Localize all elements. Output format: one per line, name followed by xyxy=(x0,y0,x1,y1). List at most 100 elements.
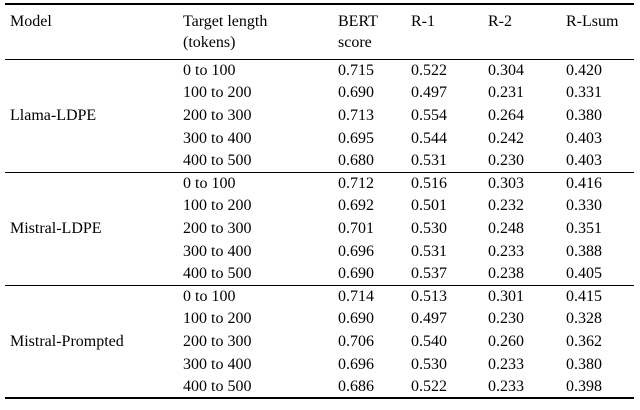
cell-range: 300 to 400 xyxy=(183,242,252,260)
cell-bert: 0.692 xyxy=(338,197,374,215)
model-label-mistral-prompted: Mistral-Prompted xyxy=(10,332,124,350)
cell-bert: 0.696 xyxy=(338,355,374,373)
cell-range: 200 to 300 xyxy=(183,219,252,237)
header-r1: R-1 xyxy=(411,4,488,60)
cell-rlsum: 0.351 xyxy=(566,219,602,237)
cell-range: 300 to 400 xyxy=(183,129,252,147)
cell-rlsum: 0.415 xyxy=(566,287,602,305)
cell-r1: 0.522 xyxy=(411,377,447,395)
cell-r1: 0.530 xyxy=(411,219,447,237)
cell-r2: 0.233 xyxy=(488,355,524,373)
cell-rlsum: 0.380 xyxy=(566,106,602,124)
cell-r1: 0.530 xyxy=(411,355,447,373)
table-row: Llama-LDPE 0 to 100 0.715 0.522 0.304 0.… xyxy=(5,60,634,124)
cell-rlsum: 0.398 xyxy=(566,377,602,395)
group-mistral-prompted: Mistral-Prompted 0 to 100 0.714 0.513 0.… xyxy=(5,285,634,398)
cell-range: 100 to 200 xyxy=(183,310,252,328)
cell-rlsum: 0.328 xyxy=(566,310,602,328)
cell-bert: 0.701 xyxy=(338,219,374,237)
table-row: 200 to 300 0.706 0.540 0.260 0.362 xyxy=(5,331,634,354)
table-row: Mistral-Prompted 0 to 100 0.714 0.513 0.… xyxy=(5,285,634,350)
cell-bert: 0.715 xyxy=(338,62,374,80)
cell-rlsum: 0.420 xyxy=(566,62,602,80)
cell-r2: 0.233 xyxy=(488,242,524,260)
cell-bert: 0.696 xyxy=(338,242,374,260)
cell-range: 200 to 300 xyxy=(183,332,252,350)
cell-r1: 0.522 xyxy=(411,62,447,80)
cell-r2: 0.301 xyxy=(488,287,524,305)
cell-r2: 0.230 xyxy=(488,151,524,169)
header-target-length-line2: (tokens) xyxy=(183,34,236,51)
cell-range: 100 to 200 xyxy=(183,197,252,215)
table-row: 200 to 300 0.701 0.530 0.248 0.351 xyxy=(5,218,634,241)
cell-rlsum: 0.416 xyxy=(566,175,602,193)
table-row: 400 to 500 0.690 0.537 0.238 0.405 xyxy=(5,263,634,286)
cell-r1: 0.516 xyxy=(411,175,447,193)
cell-r2: 0.233 xyxy=(488,377,524,395)
cell-rlsum: 0.403 xyxy=(566,129,602,147)
cell-r1: 0.513 xyxy=(411,287,447,305)
cell-range: 200 to 300 xyxy=(183,106,252,124)
cell-bert: 0.714 xyxy=(338,287,374,305)
cell-rlsum: 0.380 xyxy=(566,355,602,373)
table-row: 300 to 400 0.695 0.544 0.242 0.403 xyxy=(5,127,634,150)
cell-r1: 0.540 xyxy=(411,332,447,350)
cell-r2: 0.304 xyxy=(488,62,524,80)
table-row: 100 to 200 0.692 0.501 0.232 0.330 xyxy=(5,195,634,218)
cell-r2: 0.260 xyxy=(488,332,524,350)
header-target-length-line1: Target length xyxy=(183,13,268,30)
cell-rlsum: 0.331 xyxy=(566,84,602,102)
header-target-length: Target length (tokens) xyxy=(183,4,338,60)
cell-r2: 0.231 xyxy=(488,84,524,102)
cell-r1: 0.501 xyxy=(411,197,447,215)
model-label-llama-ldpe: Llama-LDPE xyxy=(10,106,97,124)
cell-r2: 0.238 xyxy=(488,264,524,282)
table-row: 300 to 400 0.696 0.530 0.233 0.380 xyxy=(5,353,634,376)
table-row: 100 to 200 0.690 0.497 0.230 0.328 xyxy=(5,308,634,331)
cell-rlsum: 0.330 xyxy=(566,197,602,215)
header-r2: R-2 xyxy=(488,4,566,60)
table-row: 200 to 300 0.713 0.554 0.264 0.380 xyxy=(5,105,634,128)
cell-r2: 0.303 xyxy=(488,175,524,193)
table-header: Model Target length (tokens) BERT score … xyxy=(5,4,634,60)
cell-r1: 0.531 xyxy=(411,151,447,169)
cell-rlsum: 0.362 xyxy=(566,332,602,350)
cell-r1: 0.544 xyxy=(411,129,447,147)
header-row: Model Target length (tokens) BERT score … xyxy=(5,4,634,60)
cell-bert: 0.680 xyxy=(338,151,374,169)
results-table: Model Target length (tokens) BERT score … xyxy=(5,3,634,400)
cell-r1: 0.497 xyxy=(411,84,447,102)
table-row: 400 to 500 0.686 0.522 0.233 0.398 xyxy=(5,376,634,399)
cell-r2: 0.232 xyxy=(488,197,524,215)
cell-bert: 0.690 xyxy=(338,310,374,328)
cell-rlsum: 0.388 xyxy=(566,242,602,260)
cell-range: 400 to 500 xyxy=(183,377,252,395)
cell-range: 400 to 500 xyxy=(183,264,252,282)
cell-range: 0 to 100 xyxy=(183,175,236,193)
cell-r2: 0.264 xyxy=(488,106,524,124)
group-llama-ldpe: Llama-LDPE 0 to 100 0.715 0.522 0.304 0.… xyxy=(5,59,634,173)
cell-bert: 0.686 xyxy=(338,377,374,395)
cell-bert: 0.713 xyxy=(338,106,374,124)
cell-r2: 0.248 xyxy=(488,219,524,237)
table-row: 400 to 500 0.680 0.531 0.230 0.403 xyxy=(5,150,634,173)
cell-range: 0 to 100 xyxy=(183,62,236,80)
cell-bert: 0.712 xyxy=(338,175,374,193)
cell-r1: 0.497 xyxy=(411,310,447,328)
cell-bert: 0.695 xyxy=(338,129,374,147)
cell-bert: 0.706 xyxy=(338,332,374,350)
cell-rlsum: 0.405 xyxy=(566,264,602,282)
cell-r1: 0.537 xyxy=(411,264,447,282)
cell-range: 0 to 100 xyxy=(183,287,236,305)
header-model: Model xyxy=(5,4,183,60)
header-bert-score: BERT score xyxy=(338,4,411,60)
cell-r2: 0.242 xyxy=(488,129,524,147)
cell-r1: 0.531 xyxy=(411,242,447,260)
cell-range: 400 to 500 xyxy=(183,151,252,169)
model-label-mistral-ldpe: Mistral-LDPE xyxy=(10,219,102,237)
group-mistral-ldpe: Mistral-LDPE 0 to 100 0.712 0.516 0.303 … xyxy=(5,172,634,285)
cell-rlsum: 0.403 xyxy=(566,151,602,169)
cell-r2: 0.230 xyxy=(488,310,524,328)
cell-range: 300 to 400 xyxy=(183,355,252,373)
